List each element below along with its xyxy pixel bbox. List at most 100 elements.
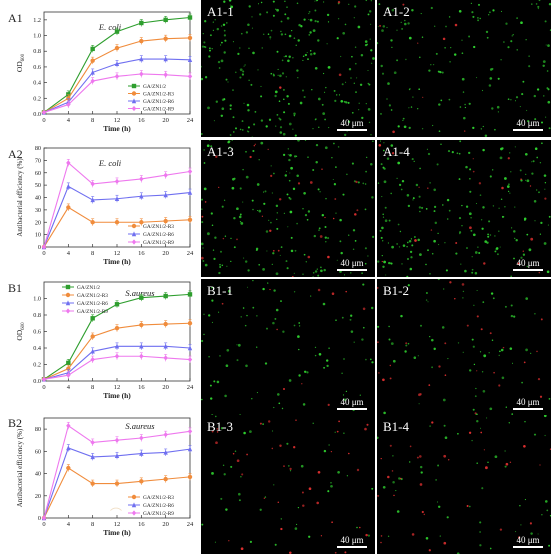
live-cell — [392, 359, 396, 363]
live-cell — [404, 19, 406, 22]
live-cell — [228, 146, 231, 149]
live-cell — [549, 29, 551, 31]
live-cell — [545, 116, 547, 118]
live-cell — [302, 55, 305, 58]
y-tick-label: 0.6 — [33, 329, 41, 336]
cell-scatter — [201, 279, 374, 416]
dead-cell — [221, 302, 224, 305]
live-cell — [293, 37, 296, 40]
live-cell — [351, 162, 354, 165]
data-point — [139, 20, 144, 26]
live-cell — [344, 133, 347, 137]
live-cell — [364, 208, 367, 211]
data-point — [163, 56, 168, 62]
live-cell — [479, 544, 482, 547]
live-cell — [419, 253, 422, 256]
live-cell — [251, 136, 253, 137]
live-cell — [511, 362, 514, 364]
live-cell — [474, 271, 478, 275]
live-cell — [425, 299, 428, 301]
live-cell — [453, 53, 457, 56]
live-cell — [284, 0, 286, 2]
live-cell — [308, 18, 310, 21]
data-point — [66, 423, 71, 429]
live-cell — [524, 152, 528, 156]
x-tick-label: 4 — [67, 384, 71, 391]
live-cell — [275, 204, 279, 208]
live-cell — [201, 523, 204, 526]
live-cell — [298, 23, 301, 27]
dead-cell — [336, 430, 339, 433]
live-cell — [293, 272, 295, 274]
live-cell — [201, 65, 202, 68]
data-point — [66, 183, 71, 189]
dead-cell — [338, 420, 340, 423]
live-cell — [304, 140, 307, 141]
scale-bar: 40 μm — [337, 535, 367, 548]
live-cell — [465, 205, 469, 208]
data-point — [41, 376, 47, 382]
live-cell — [464, 269, 467, 273]
live-cell — [431, 252, 434, 255]
dead-cell — [267, 148, 269, 151]
live-cell — [330, 484, 333, 488]
dead-cell — [330, 450, 333, 453]
live-cell — [323, 366, 326, 369]
live-cell — [280, 518, 282, 520]
dead-cell — [222, 237, 225, 240]
live-cell — [500, 348, 504, 352]
live-cell — [407, 22, 410, 25]
dead-cell — [327, 403, 330, 406]
live-cell — [488, 351, 490, 354]
live-cell — [296, 523, 298, 525]
live-cell — [226, 22, 228, 24]
live-cell — [397, 161, 401, 165]
series-line — [43, 345, 191, 380]
live-cell — [364, 262, 367, 265]
x-tick-label: 20 — [162, 250, 169, 257]
live-cell — [479, 531, 481, 533]
live-cell — [278, 117, 281, 120]
scale-bar-line — [513, 408, 543, 410]
live-cell — [222, 464, 225, 467]
live-cell — [352, 229, 356, 232]
live-cell — [336, 94, 338, 96]
live-cell — [227, 81, 229, 83]
live-cell — [233, 216, 236, 220]
live-cell — [309, 53, 313, 56]
live-cell — [325, 197, 327, 200]
dead-cell — [520, 178, 522, 181]
live-cell — [371, 487, 374, 490]
x-tick-label: 20 — [162, 384, 169, 391]
live-cell — [539, 162, 542, 164]
live-cell — [487, 461, 489, 463]
live-cell — [267, 282, 269, 284]
dead-cell — [291, 275, 294, 277]
live-cell — [274, 94, 277, 98]
live-cell — [429, 335, 431, 338]
dead-cell — [377, 286, 379, 289]
live-cell — [539, 233, 542, 235]
data-point — [163, 36, 168, 41]
live-cell — [508, 422, 510, 424]
live-cell — [223, 29, 226, 32]
data-point — [114, 178, 120, 185]
live-cell — [387, 535, 390, 537]
live-cell — [242, 168, 244, 171]
live-cell — [462, 290, 465, 293]
data-point — [139, 450, 144, 456]
live-cell — [325, 86, 327, 89]
live-cell — [404, 350, 407, 353]
y-axis-label: Antibacterial efficiency (%) — [16, 158, 24, 237]
live-cell — [355, 91, 357, 93]
micrograph-label: A1-3 — [207, 144, 234, 159]
live-cell — [525, 179, 527, 181]
dead-cell — [391, 470, 394, 472]
live-cell — [357, 25, 361, 29]
scale-bar-line — [337, 129, 367, 131]
live-cell — [515, 96, 519, 99]
dead-cell — [332, 217, 335, 220]
live-cell — [256, 183, 260, 186]
live-cell — [248, 79, 250, 81]
live-cell — [382, 240, 384, 242]
